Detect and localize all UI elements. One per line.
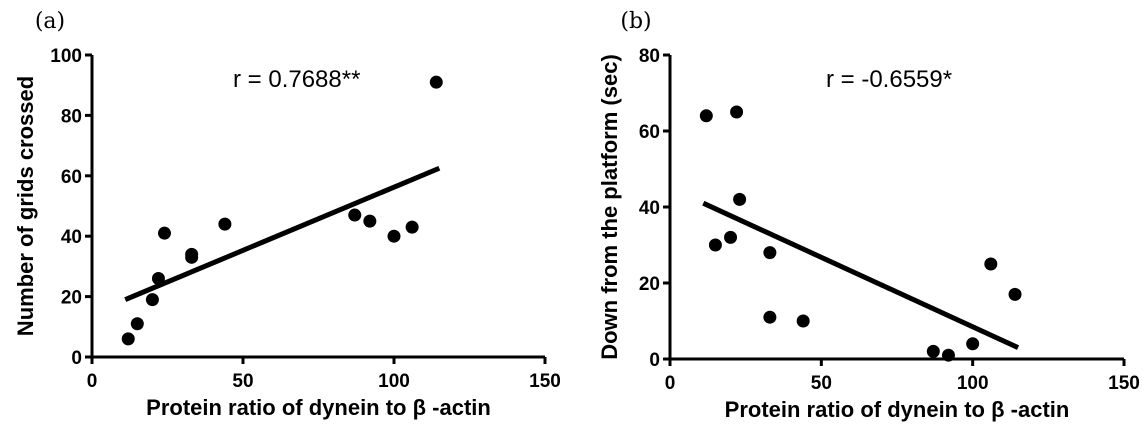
y-tick-label: 0 [71,348,82,369]
data-point [763,246,777,260]
y-tick-label: 60 [61,167,82,188]
y-tick-label: 0 [649,350,660,371]
y-tick-label: 20 [61,288,82,309]
y-axis-title: Number of grids crossed [13,76,38,336]
y-tick-label: 80 [639,46,660,67]
x-tick-label: 100 [957,373,989,394]
y-tick-label: 100 [50,46,82,67]
x-axis-title: Protein ratio of dynein to β -actin [146,395,491,420]
data-point [699,109,713,123]
data-point [1008,287,1022,301]
data-point [157,226,171,240]
y-tick-label: 60 [639,122,660,143]
regression-line [124,165,441,302]
x-tick-label: 0 [665,373,676,394]
panel-label: (a) [35,9,65,34]
y-tick-label: 20 [639,274,660,295]
panel-a: 0 20 40 60 80 100 0 50 100 150 (a) r = 0.7688** Prot… [13,9,561,420]
data-point [185,250,199,264]
x-tick-label: 50 [811,373,832,394]
correlation-annotation: r = 0.7688** [233,66,360,93]
x-tick-label: 150 [1108,373,1140,394]
data-point [130,317,144,331]
data-point [730,105,744,119]
panel-b: 0 20 40 60 80 0 50 100 150 (b) r = -0.6559* Protein… [597,9,1140,422]
data-point [966,337,980,351]
data-point [218,217,232,231]
regression-line [702,200,1020,350]
y-tick-label: 80 [61,106,82,127]
panel-label: (b) [620,9,651,34]
data-point [984,257,998,271]
data-point [941,348,955,362]
data-point [733,192,747,206]
data-point [796,314,810,328]
data-point [763,310,777,324]
y-tick-label: 40 [61,227,82,248]
data-point [121,332,135,346]
data-point [151,271,165,285]
y-tick-label: 40 [639,198,660,219]
data-point [348,208,362,222]
data-point [145,293,159,307]
data-point [387,229,401,243]
data-point [363,214,377,228]
data-point [429,75,443,89]
x-tick-label: 0 [87,371,98,392]
data-point [926,344,940,358]
x-axis-title: Protein ratio of dynein to β -actin [725,397,1070,422]
data-point [405,220,419,234]
x-tick-label: 150 [529,371,561,392]
data-point [708,238,722,252]
y-axis-title: Down from the platform (sec) [597,54,622,360]
x-tick-label: 50 [232,371,253,392]
data-point [724,230,738,244]
correlation-annotation: r = -0.6559* [826,66,952,93]
x-tick-label: 100 [378,371,410,392]
